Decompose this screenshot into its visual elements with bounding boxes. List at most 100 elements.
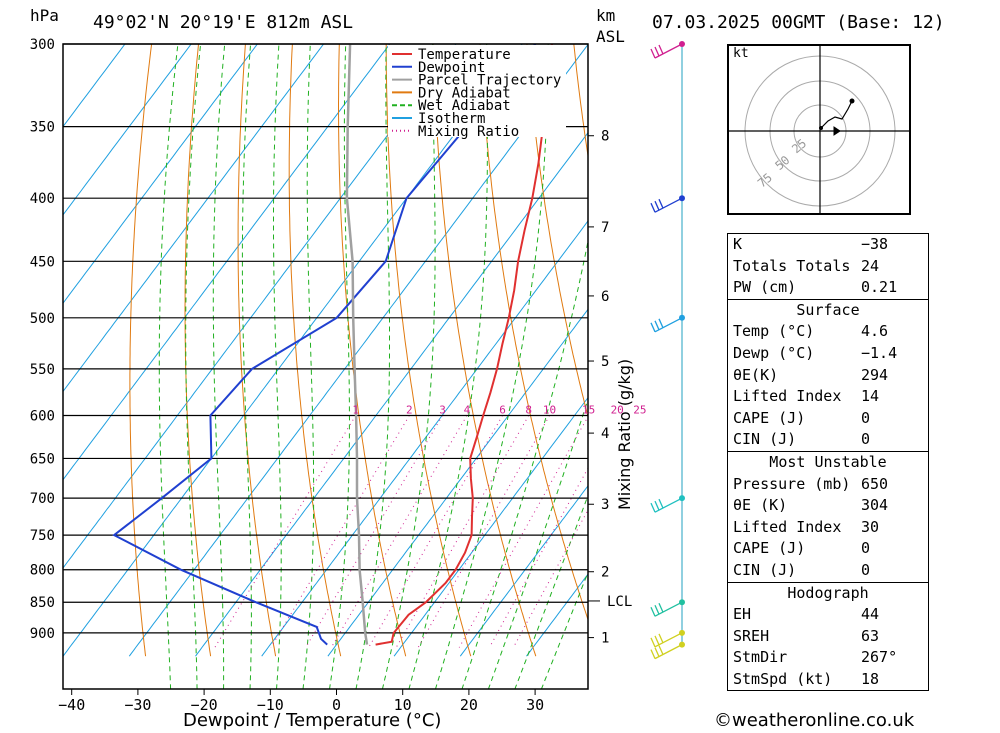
km-tick-label: 8 xyxy=(601,129,609,145)
stat-label: Lifted Index xyxy=(733,517,842,536)
wet-adiabat-line xyxy=(461,238,588,689)
wet-adiabat-line xyxy=(185,44,202,689)
mixing-ratio-line xyxy=(330,415,468,648)
isotherm-line xyxy=(63,44,192,216)
stat-row: K −38 xyxy=(728,234,928,256)
background-lines xyxy=(63,44,588,689)
stat-row: Totals Totals 24 xyxy=(728,256,928,278)
mixing-ratio-line xyxy=(270,415,410,648)
legend-entry: Temperature xyxy=(418,47,511,63)
stat-value: 0.21 xyxy=(861,278,898,297)
km-tick-label: 7 xyxy=(601,220,609,236)
dry-adiabat-line xyxy=(288,44,342,657)
parcel-trajectory-line xyxy=(345,44,369,645)
isotherm-line xyxy=(393,396,588,657)
km-label: km xyxy=(596,6,616,25)
pressure-tick-label: 550 xyxy=(30,362,55,378)
hodograph-unit: kt xyxy=(733,46,749,61)
legend-entry: Parcel Trajectory xyxy=(418,73,561,89)
mixing-ratio-line xyxy=(305,415,443,648)
stat-row: CAPE (J) 0 xyxy=(728,538,928,560)
mixing-ratio-label: 1 xyxy=(352,404,359,417)
dry-adiabat-line xyxy=(432,44,537,657)
wet-adiabat-line xyxy=(514,493,588,689)
stat-row: CIN (J) 0 xyxy=(728,560,928,582)
x-tick-label: −30 xyxy=(124,696,151,714)
stat-value: 24 xyxy=(861,256,880,275)
stat-value: 304 xyxy=(861,496,889,515)
pressure-tick-label: 300 xyxy=(30,37,55,53)
stat-value: 267° xyxy=(861,648,898,667)
mixing-ratio-label: 2 xyxy=(406,404,413,417)
stat-label: K xyxy=(733,235,743,253)
dry-adiabat-line xyxy=(573,44,588,159)
stat-value: 0 xyxy=(861,408,871,427)
isotherm-line xyxy=(526,573,588,657)
km-tick-label: 6 xyxy=(601,289,609,305)
km-tick-label: 2 xyxy=(601,565,609,581)
mixing-ratio-label: 4 xyxy=(464,404,471,417)
stat-row: PW (cm) 0.21 xyxy=(728,277,928,299)
hpa-label: hPa xyxy=(30,6,59,25)
dry-adiabat-line xyxy=(184,44,212,657)
dry-adiabat-line xyxy=(237,44,277,657)
profiles xyxy=(112,44,553,646)
stat-value: 4.6 xyxy=(861,322,889,341)
stat-value: 294 xyxy=(861,365,889,384)
dry-adiabat-line xyxy=(479,44,588,621)
most-unstable-title: Most Unstable xyxy=(769,452,887,471)
mixing-ratio-label: 15 xyxy=(582,404,595,417)
stat-value: 0 xyxy=(861,430,871,449)
stats-table: K −38 Totals Totals 24 PW (cm) 0.21 Surface Te… xyxy=(727,233,929,692)
copyright: ©weatheronline.co.uk xyxy=(714,710,915,731)
stat-row: StmDir 267° xyxy=(728,647,928,669)
stat-label: CIN (J) xyxy=(733,430,797,449)
hodograph-surface-point xyxy=(819,126,823,130)
hodograph-trace xyxy=(820,100,853,129)
plot-frame xyxy=(62,43,589,690)
stat-label: StmDir xyxy=(733,648,788,667)
stat-row: θE (K) 304 xyxy=(728,495,928,517)
isotherm-line xyxy=(63,44,325,393)
pressure-tick-label: 850 xyxy=(30,595,55,611)
stat-label: Temp (°C) xyxy=(733,322,815,341)
stat-label: Totals Totals xyxy=(733,256,851,275)
wind-barb xyxy=(650,197,683,213)
axes: 1 2 3 4 6 8 10 15 20 2530035040045050055060065070… xyxy=(30,37,647,714)
mixing-ratio-line xyxy=(395,415,530,648)
wind-barb xyxy=(650,497,683,513)
stat-value: 0 xyxy=(861,539,871,558)
stat-row: EH 44 xyxy=(728,604,928,626)
stat-label: θE (K) xyxy=(733,496,788,515)
pressure-tick-label: 650 xyxy=(30,451,55,467)
pressure-tick-label: 450 xyxy=(30,254,55,270)
wind-barb xyxy=(650,632,683,648)
stat-row: StmSpd (kt) 18 xyxy=(728,669,928,691)
storm-motion-arrow xyxy=(830,126,841,136)
stat-row: Lifted Index 14 xyxy=(728,386,928,408)
isotherm-line xyxy=(63,44,259,305)
isotherm-line xyxy=(128,44,588,657)
stat-label: Lifted Index xyxy=(733,387,842,406)
hodograph-top-point xyxy=(849,98,855,104)
mixing-ratio-line xyxy=(458,415,588,648)
stat-label: StmSpd (kt) xyxy=(733,669,833,688)
wet-adiabat-line xyxy=(158,44,179,689)
wet-adiabat-line xyxy=(434,44,549,689)
mixing-ratio-line xyxy=(417,415,550,648)
wind-barb xyxy=(650,601,683,617)
x-tick-label: 0 xyxy=(332,696,341,714)
mixing-ratio-label: 10 xyxy=(543,404,556,417)
stat-value: 18 xyxy=(861,669,880,688)
wind-barb xyxy=(650,43,683,59)
mixing-ratio-label: 25 xyxy=(633,404,646,417)
x-tick-label: 30 xyxy=(526,696,544,714)
isobars xyxy=(63,43,588,634)
isotherm-line xyxy=(63,44,457,569)
stat-row: Temp (°C) 4.6 xyxy=(728,321,928,343)
legend-entry: Mixing Ratio xyxy=(418,124,519,140)
km-tick-label: 5 xyxy=(601,354,609,370)
x-tick-label: −20 xyxy=(191,696,218,714)
legend-entry: Isotherm xyxy=(418,111,485,127)
